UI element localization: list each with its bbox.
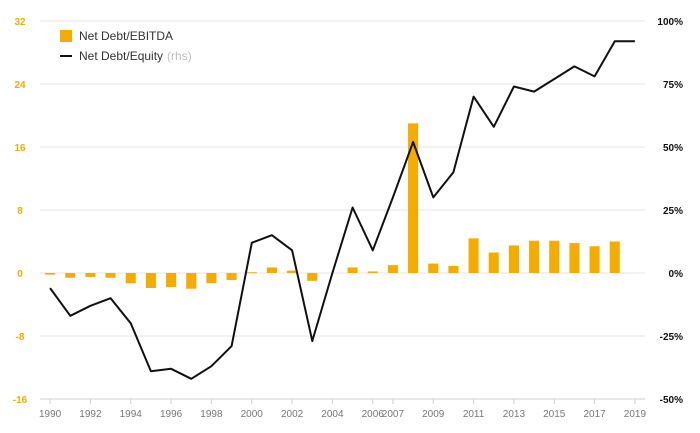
left-axis: -16 -8 0 8 16 24 32: [13, 17, 28, 406]
x-tick-label: 2007: [382, 409, 405, 420]
bar: [609, 241, 620, 273]
bar-series: [45, 123, 620, 289]
right-tick-label: 100%: [657, 17, 683, 28]
bar: [145, 273, 156, 288]
legend: Net Debt/EBITDA Net Debt/Equity (rhs): [60, 26, 192, 66]
x-tick-label: 2017: [583, 409, 606, 420]
legend-line-swatch: [60, 55, 72, 57]
x-tick-label: 2013: [503, 409, 526, 420]
legend-line-label: Net Debt/Equity: [79, 49, 164, 63]
right-tick-label: 50%: [663, 143, 683, 154]
bar: [266, 267, 277, 273]
right-tick-label: 0%: [669, 269, 684, 280]
left-tick-label: -8: [16, 332, 25, 343]
x-tick-label: 2009: [422, 409, 445, 420]
bar: [206, 273, 217, 284]
legend-bar-label: Net Debt/EBITDA: [79, 29, 174, 43]
bar: [85, 273, 96, 277]
bar: [246, 272, 257, 274]
legend-item-ebitda: Net Debt/EBITDA: [60, 26, 192, 46]
right-tick-label: -50%: [660, 395, 683, 406]
right-tick-label: 25%: [663, 206, 683, 217]
bar: [347, 267, 358, 273]
x-tick-label: 1992: [79, 409, 102, 420]
x-tick-label: 2006: [362, 409, 385, 420]
x-tick-label: 1998: [200, 409, 223, 420]
bar: [408, 123, 419, 273]
x-tick-label: 2004: [321, 409, 344, 420]
right-axis: -50% -25% 0% 25% 50% 75% 100%: [657, 17, 683, 406]
bar: [45, 273, 56, 275]
x-tick-label: 1996: [160, 409, 183, 420]
legend-item-equity: Net Debt/Equity (rhs): [60, 46, 192, 66]
left-tick-label: 24: [14, 80, 26, 91]
bar: [529, 240, 540, 273]
bar: [105, 273, 116, 278]
bar: [428, 263, 439, 273]
bar: [186, 273, 197, 289]
equity-line: [49, 40, 635, 380]
x-tick-label: 2011: [463, 409, 485, 420]
bar: [287, 270, 298, 273]
bar: [125, 273, 136, 284]
legend-line-suffix: (rhs): [167, 49, 192, 63]
bar: [549, 240, 560, 273]
grid-lines: [40, 20, 645, 400]
right-tick-label: -25%: [660, 332, 683, 343]
x-axis: 1990 1992 1994 1996 1998 2000 2002 2004 20062007…: [39, 399, 647, 420]
bar: [589, 246, 600, 273]
bar: [387, 265, 398, 273]
bar: [65, 273, 76, 278]
bar: [468, 238, 479, 273]
bar: [508, 245, 519, 273]
left-tick-label: 16: [14, 143, 26, 154]
legend-bar-swatch: [60, 30, 72, 42]
x-tick-label: 2000: [241, 409, 264, 420]
bar: [488, 252, 499, 273]
left-tick-label: -16: [13, 395, 28, 406]
left-tick-label: 8: [17, 206, 23, 217]
right-tick-label: 75%: [663, 80, 683, 91]
bar: [448, 265, 459, 273]
bar: [166, 273, 177, 288]
x-tick-label: 2019: [624, 409, 647, 420]
left-tick-label: 0: [17, 269, 23, 280]
bar: [307, 273, 318, 281]
left-tick-label: 32: [14, 17, 26, 28]
x-tick-label: 1994: [120, 409, 143, 420]
bar: [367, 271, 378, 273]
line-series: [49, 40, 635, 380]
bar: [226, 273, 237, 281]
x-tick-label: 1990: [39, 409, 62, 420]
x-tick-label: 2002: [281, 409, 304, 420]
x-tick-label: 2015: [543, 409, 566, 420]
bar: [569, 243, 580, 273]
